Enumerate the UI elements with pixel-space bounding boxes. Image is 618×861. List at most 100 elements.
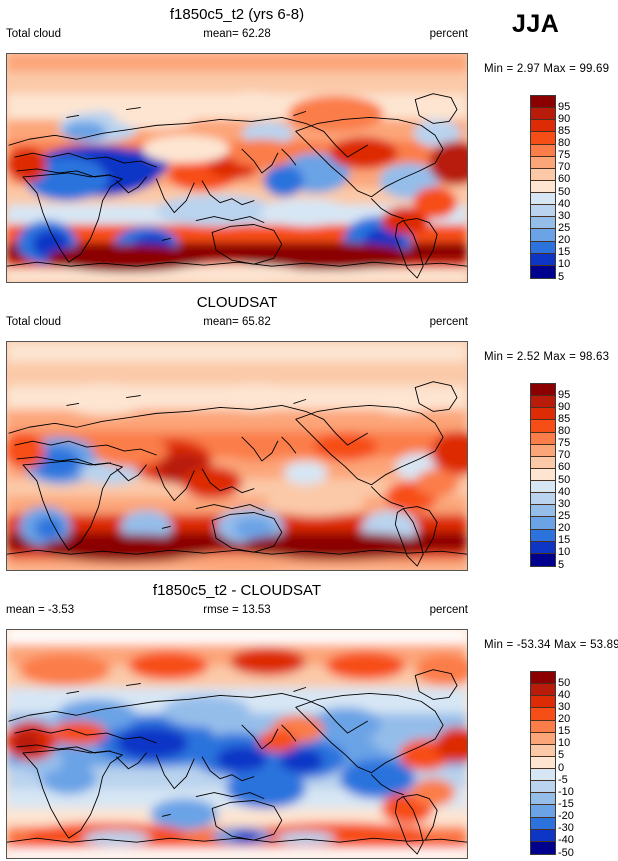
colorbar-tick-label: -10 xyxy=(558,785,574,798)
panel-mean-label: mean= 65.82 xyxy=(203,316,271,328)
colorbar-band xyxy=(531,505,555,518)
colorbar-band xyxy=(531,144,555,157)
colorbar-tick-label: 25 xyxy=(558,221,571,234)
panel-title: f1850c5_t2 (yrs 6-8) xyxy=(169,6,305,23)
colorbar-tick-label: 80 xyxy=(558,137,571,150)
colorbar-band xyxy=(531,396,555,409)
colorbar-tick-label: 10 xyxy=(558,737,571,750)
colorbar-tick-label: 15 xyxy=(558,725,571,738)
colorbar-labels: 95 90 85 80 75 70 60 50 40 30 25 20 15 10 5 xyxy=(558,95,598,282)
colorbar-band xyxy=(531,241,555,254)
colorbar-labels: 50 40 30 20 15 10 5 0 -5 -10 -15 -20 -30 -40 -50 xyxy=(558,671,598,858)
map-plot-area xyxy=(6,53,468,283)
colorbar-tick-label: -30 xyxy=(558,822,574,835)
colorbar xyxy=(530,671,556,855)
colorbar-band xyxy=(531,217,555,230)
colorbar-band xyxy=(531,408,555,421)
panel-mean-label: mean= 62.28 xyxy=(203,28,271,40)
colorbar-band xyxy=(531,229,555,242)
map-plot-area xyxy=(6,629,468,859)
colorbar-tick-label: 20 xyxy=(558,234,571,247)
colorbar-tick-label: 0 xyxy=(558,761,565,774)
colorbar-band xyxy=(531,420,555,433)
colorbar-band xyxy=(531,720,555,733)
panel-units-label: percent xyxy=(429,28,468,40)
colorbar-band xyxy=(531,481,555,494)
colorbar-tick-label: 85 xyxy=(558,124,571,137)
colorbar-band xyxy=(531,132,555,145)
colorbar-tick-label: -40 xyxy=(558,834,574,847)
season-badge: JJA xyxy=(512,10,560,38)
colorbar xyxy=(530,95,556,279)
colorbar-band xyxy=(531,708,555,721)
colorbar-band xyxy=(531,468,555,481)
colorbar-tick-label: 20 xyxy=(558,522,571,535)
panel-field-label: Total cloud xyxy=(6,316,61,328)
colorbar-band xyxy=(531,384,555,397)
colorbar-tick-label: 80 xyxy=(558,425,571,438)
colorbar-tick-label: 30 xyxy=(558,700,571,713)
colorbar-tick-label: 30 xyxy=(558,497,571,510)
map-plot-area xyxy=(6,341,468,571)
colorbar-tick-label: 60 xyxy=(558,173,571,186)
colorbar-band xyxy=(531,168,555,181)
panel-minmax-label: Min = -53.34 Max = 53.89 xyxy=(484,639,618,651)
colorbar-band xyxy=(531,805,555,818)
colorbar-band xyxy=(531,517,555,530)
colorbar-tick-label: 75 xyxy=(558,149,571,162)
colorbar-band xyxy=(531,793,555,806)
panel-field-label: Total cloud xyxy=(6,28,61,40)
colorbar-tick-label: 10 xyxy=(558,258,571,271)
colorbar-band xyxy=(531,769,555,782)
colorbar-tick-label: 5 xyxy=(558,558,565,571)
colorbar-band xyxy=(531,456,555,469)
colorbar-tick-label: 75 xyxy=(558,437,571,450)
panel-units-label: percent xyxy=(429,604,468,616)
colorbar-tick-label: 70 xyxy=(558,161,571,174)
colorbar-band xyxy=(531,732,555,745)
panel-mean-label: mean = -3.53 xyxy=(6,604,75,616)
colorbar-tick-label: 90 xyxy=(558,400,571,413)
colorbar-band xyxy=(531,541,555,554)
colorbar-tick-label: 40 xyxy=(558,197,571,210)
colorbar-band xyxy=(531,120,555,133)
panel-units-label: percent xyxy=(429,316,468,328)
colorbar-tick-label: 5 xyxy=(558,270,565,283)
colorbar-tick-label: 5 xyxy=(558,749,565,762)
colorbar-band xyxy=(531,108,555,121)
colorbar-band xyxy=(531,156,555,169)
colorbar-tick-label: 85 xyxy=(558,412,571,425)
colorbar-band xyxy=(531,96,555,109)
colorbar-band xyxy=(531,684,555,697)
colorbar xyxy=(530,383,556,567)
panel-title: CLOUDSAT xyxy=(196,294,278,311)
colorbar-band xyxy=(531,444,555,457)
colorbar-tick-label: 50 xyxy=(558,473,571,486)
map-image xyxy=(7,54,467,282)
colorbar-band xyxy=(531,672,555,685)
colorbar-tick-label: 15 xyxy=(558,246,571,259)
colorbar-tick-label: 50 xyxy=(558,185,571,198)
panel-minmax-label: Min = 2.52 Max = 98.63 xyxy=(484,351,610,363)
map-panel-obs: CLOUDSAT Total cloud mean= 65.82 percent… xyxy=(0,288,618,578)
panel-title: f1850c5_t2 - CLOUDSAT xyxy=(152,582,322,599)
colorbar-tick-label: 60 xyxy=(558,461,571,474)
panel-rmse-label: rmse = 13.53 xyxy=(203,604,271,616)
map-panel-model: f1850c5_t2 (yrs 6-8) Total cloud mean= 6… xyxy=(0,0,618,290)
colorbar-tick-label: -20 xyxy=(558,810,574,823)
panel-minmax-label: Min = 2.97 Max = 99.69 xyxy=(484,63,610,75)
colorbar-band xyxy=(531,193,555,206)
colorbar-band xyxy=(531,432,555,445)
colorbar-tick-label: 95 xyxy=(558,388,571,401)
colorbar-tick-label: -15 xyxy=(558,797,574,810)
colorbar-tick-label: 30 xyxy=(558,209,571,222)
colorbar-band xyxy=(531,205,555,218)
colorbar-band xyxy=(531,841,555,854)
map-image xyxy=(7,342,467,570)
colorbar-band xyxy=(531,744,555,757)
colorbar-tick-label: 90 xyxy=(558,112,571,125)
colorbar-tick-label: -5 xyxy=(558,773,568,786)
colorbar-tick-label: 25 xyxy=(558,509,571,522)
colorbar-band xyxy=(531,493,555,506)
colorbar-tick-label: -50 xyxy=(558,846,574,859)
